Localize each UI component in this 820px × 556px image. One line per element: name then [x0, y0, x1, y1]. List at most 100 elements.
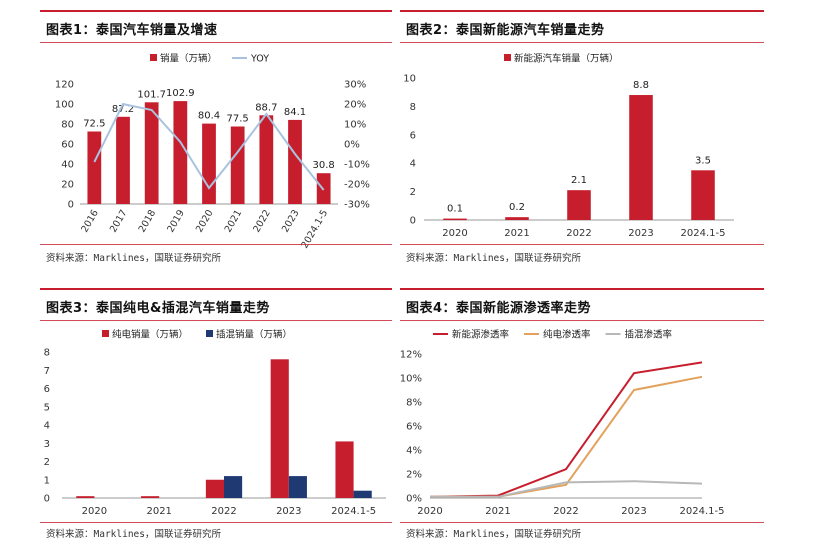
bar-value-label: 8.8: [633, 80, 649, 91]
y-tick-label: 0: [68, 200, 74, 211]
x-tick-label: 2023: [628, 228, 653, 239]
y-tick-label: 2%: [406, 470, 422, 481]
bar: [116, 116, 130, 204]
source-note: 资料来源：Marklines，国联证券研究所: [46, 253, 221, 264]
bar-value-label: 77.5: [227, 114, 249, 125]
x-tick-label: 2024.1-5: [681, 228, 726, 239]
x-tick-label: 2023: [276, 506, 301, 517]
y-tick-label: 60: [61, 140, 74, 151]
nev-sales-chart: 新能源汽车销量（万辆） 0 2 4 6 8 10 0.1 2020 0.2 2021 2.1 2022 8…: [403, 53, 734, 239]
bar: [87, 131, 102, 204]
panel-top-rule: [40, 10, 392, 12]
y2-tick-label: -10%: [344, 160, 370, 171]
legend-swatch: [102, 330, 109, 337]
series-line: [429, 361, 703, 498]
legend-swatch: [150, 54, 157, 61]
legend-label: 新能源汽车销量（万辆）: [514, 53, 619, 65]
legend-label: YOY: [250, 54, 269, 65]
y2-tick-label: -30%: [344, 200, 370, 211]
legend-label: 新能源渗透率: [452, 329, 510, 341]
y-tick-label: 1: [44, 475, 50, 486]
x-tick-label: 2021: [504, 228, 529, 239]
y-tick-label: 8%: [406, 398, 422, 409]
bar-value-label: 30.8: [313, 160, 335, 171]
y-tick-label: 5: [44, 402, 50, 413]
yoy-line: [93, 102, 325, 191]
panel-title-rule: [40, 320, 392, 321]
y-tick-label: 3: [44, 439, 50, 450]
y-tick-label: 4%: [406, 446, 422, 457]
chart-panel-3: 图表3：泰国纯电&插混汽车销量走势 纯电销量（万辆） 插混销量（万辆） 0 1 2 3 4 5…: [40, 288, 392, 550]
bar: [202, 123, 216, 204]
y2-tick-label: -20%: [344, 180, 370, 191]
bar-value-label: 72.5: [83, 119, 105, 130]
y-tick-label: 10%: [400, 374, 422, 385]
bar-bev: [335, 441, 354, 498]
legend-label: 插混渗透率: [625, 329, 673, 341]
y-tick-label: 20: [61, 180, 74, 191]
y-tick-label: 0: [410, 216, 416, 227]
bar: [144, 102, 159, 204]
y-tick-label: 80: [61, 120, 74, 131]
y-tick-label: 4: [410, 159, 416, 170]
chart-panel-1: 图表1：泰国汽车销量及增速 销量（万辆） YOY 0 20 40 60 80 100 120 -3…: [40, 10, 392, 270]
y-tick-label: 0: [44, 494, 50, 505]
y-tick-label: 12%: [400, 350, 422, 361]
y2-tick-label: 10%: [344, 120, 366, 131]
panel-title: 图表4：泰国新能源渗透率走势: [406, 301, 592, 316]
bar-value-label: 3.5: [695, 155, 711, 166]
y-tick-label: 6%: [406, 422, 422, 433]
x-tick-label: 2023: [621, 506, 646, 517]
y-tick-label: 8: [44, 348, 50, 359]
x-tick-label: 2020: [417, 506, 442, 517]
bar-bev: [205, 479, 224, 498]
panel-top-rule: [400, 288, 764, 290]
bar: [173, 101, 188, 204]
series-line: [430, 480, 703, 498]
legend-label: 纯电渗透率: [543, 329, 591, 341]
panel-title-rule: [400, 42, 764, 43]
source-note: 资料来源：Marklines，国联证券研究所: [406, 529, 581, 540]
bar: [259, 115, 274, 204]
bar-value-label: 0.1: [447, 204, 463, 215]
y-tick-label: 6: [410, 130, 416, 141]
y2-tick-label: 20%: [344, 100, 366, 111]
y-tick-label: 0%: [406, 494, 422, 505]
y-tick-label: 120: [55, 80, 74, 91]
x-tick-label: 2020: [82, 506, 107, 517]
bar-value-label: 101.7: [137, 89, 166, 100]
x-tick-label: 2022: [553, 506, 578, 517]
panel-title-rule: [400, 320, 764, 321]
bar-value-label: 88.7: [255, 102, 277, 113]
bev-phev-sales-chart: 纯电销量（万辆） 插混销量（万辆） 0 1 2 3 4 5 6 7 8 2020 2021 2022 202…: [44, 329, 386, 517]
x-tick-label: 2016: [79, 208, 101, 234]
panel-title: 图表1：泰国汽车销量及增速: [46, 23, 218, 38]
panel-title: 图表3：泰国纯电&插混汽车销量走势: [46, 301, 270, 316]
legend-label: 插混销量（万辆）: [216, 329, 292, 341]
bar-value-label: 2.1: [571, 175, 587, 186]
x-tick-label: 2017: [108, 208, 130, 234]
x-tick-label: 2022: [251, 208, 273, 234]
y2-tick-label: 0%: [344, 140, 360, 151]
source-note: 资料来源：Marklines，国联证券研究所: [406, 253, 581, 264]
bar-value-label: 102.9: [166, 88, 195, 99]
bar-bev: [141, 496, 160, 498]
y-tick-label: 8: [410, 102, 416, 113]
x-tick-label: 2024.1-5: [331, 506, 376, 517]
chart-panel-2: 图表2：泰国新能源汽车销量走势 新能源汽车销量（万辆） 0 2 4 6 8 10 0.1 202…: [400, 10, 764, 270]
bar: [691, 170, 715, 220]
penetration-rate-chart: 新能源渗透率 纯电渗透率 插混渗透率 0% 2% 4% 6% 8% 10% 12% 2020 2021…: [400, 329, 725, 518]
legend-swatch: [504, 54, 511, 61]
panel-bottom-rule: [40, 522, 392, 523]
bar: [505, 217, 529, 220]
x-tick-label: 2023: [280, 208, 302, 234]
source-note: 资料来源：Marklines，国联证券研究所: [46, 529, 221, 540]
x-tick-label: 2020: [442, 228, 467, 239]
bar-bev: [76, 496, 95, 498]
legend-label: 销量（万辆）: [160, 53, 217, 65]
bar: [629, 95, 653, 220]
panel-title: 图表2：泰国新能源汽车销量走势: [406, 23, 605, 38]
y-tick-label: 6: [44, 384, 50, 395]
x-tick-label: 2021: [223, 208, 245, 234]
y2-tick-label: 30%: [344, 80, 366, 91]
